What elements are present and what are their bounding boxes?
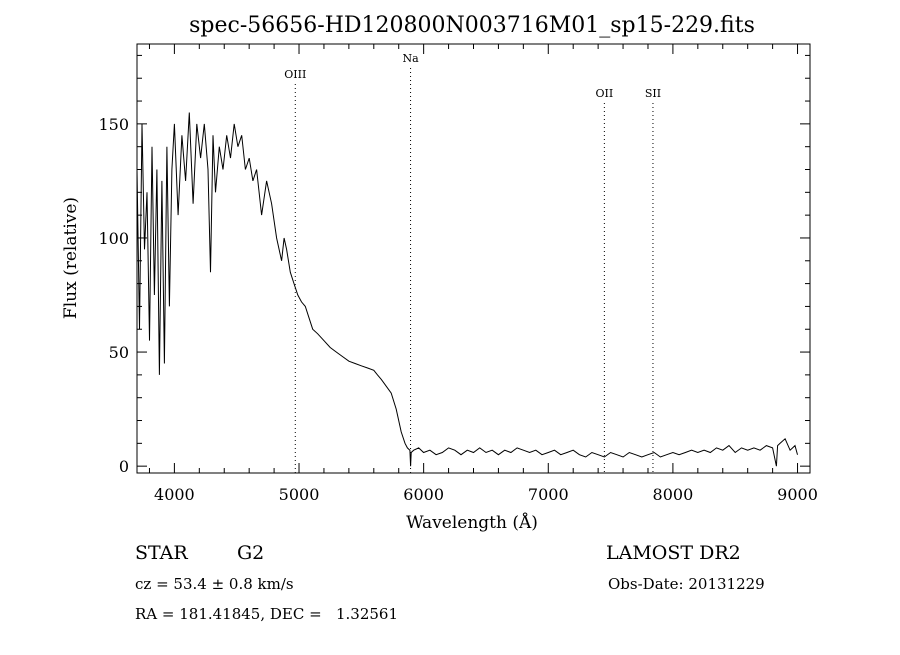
x-tick-label: 4000	[154, 485, 195, 504]
x-axis-ticks: 4000 5000 6000 7000 8000 9000	[148, 44, 818, 504]
y-tick-label: 100	[98, 229, 129, 248]
y-tick-label: 0	[119, 457, 129, 476]
x-tick-label: 7000	[528, 485, 569, 504]
x-tick-label: 8000	[653, 485, 694, 504]
reference-line-labels: OIII Na OII SII	[284, 52, 661, 100]
object-type: STAR	[135, 542, 188, 564]
reference-lines	[294, 68, 654, 473]
x-tick-label: 9000	[777, 485, 818, 504]
x-tick-label: 6000	[403, 485, 444, 504]
x-tick-label: 5000	[279, 485, 320, 504]
reference-label-sii: SII	[645, 87, 661, 100]
y-tick-label: 50	[109, 343, 129, 362]
obs-date-text: Obs-Date: 20131229	[608, 575, 765, 593]
reference-label-oii: OII	[596, 87, 614, 100]
coordinates-text: RA = 181.41845, DEC = 1.32561	[135, 605, 398, 623]
plot-frame	[136, 43, 811, 474]
velocity-text: cz = 53.4 ± 0.8 km/s	[135, 575, 294, 593]
object-subclass: G2	[237, 542, 264, 564]
survey-name: LAMOST DR2	[606, 542, 741, 564]
x-axis-label: Wavelength (Å)	[406, 512, 538, 533]
reference-label-na: Na	[402, 52, 419, 65]
y-axis-ticks: 0 50 100 150	[98, 54, 810, 476]
chart-title: spec-56656-HD120800N003716M01_sp15-229.f…	[189, 13, 755, 38]
y-tick-label: 150	[98, 115, 129, 134]
spectrum-series-line	[136, 112, 798, 467]
y-axis-label: Flux (relative)	[61, 197, 81, 319]
reference-label-oiii: OIII	[284, 68, 306, 81]
